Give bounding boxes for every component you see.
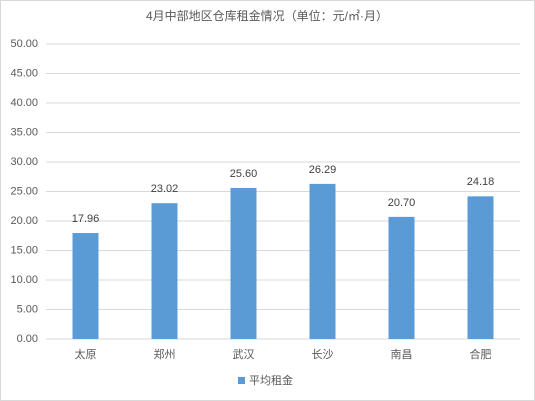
y-tick-label: 30.00 — [10, 156, 38, 168]
y-tick-label: 40.00 — [10, 97, 38, 109]
y-tick-label: 50.00 — [10, 38, 38, 50]
y-tick-label: 25.00 — [10, 185, 38, 197]
y-tick-label: 45.00 — [10, 67, 38, 79]
bar — [309, 183, 336, 339]
data-label: 25.60 — [230, 168, 258, 180]
x-tick-label: 武汉 — [233, 348, 255, 361]
x-tick-label: 长沙 — [312, 348, 334, 361]
x-tick-label: 合肥 — [470, 347, 492, 361]
bar — [467, 196, 494, 339]
y-tick-label: 5.00 — [17, 303, 38, 315]
data-label: 20.70 — [388, 197, 416, 209]
legend-label: 平均租金 — [249, 373, 293, 387]
x-tick-label: 郑州 — [154, 347, 176, 361]
x-tick-label: 太原 — [75, 348, 97, 361]
data-label: 23.02 — [151, 183, 179, 195]
y-tick-label: 20.00 — [10, 215, 38, 227]
y-tick-label: 0.00 — [17, 333, 38, 345]
y-tick-label: 15.00 — [10, 244, 38, 256]
legend-swatch — [238, 377, 245, 384]
x-tick-label: 南昌 — [391, 348, 413, 361]
bar — [230, 187, 257, 339]
bar — [72, 233, 99, 339]
y-tick-label: 10.00 — [10, 274, 38, 286]
data-label: 17.96 — [72, 213, 100, 225]
bar — [388, 216, 415, 339]
data-label: 24.18 — [467, 176, 495, 188]
bar — [151, 203, 178, 339]
data-label: 26.29 — [309, 164, 337, 176]
y-tick-label: 35.00 — [10, 126, 38, 138]
chart-title: 4月中部地区仓库租金情况（单位：元/㎡·月） — [146, 8, 388, 23]
